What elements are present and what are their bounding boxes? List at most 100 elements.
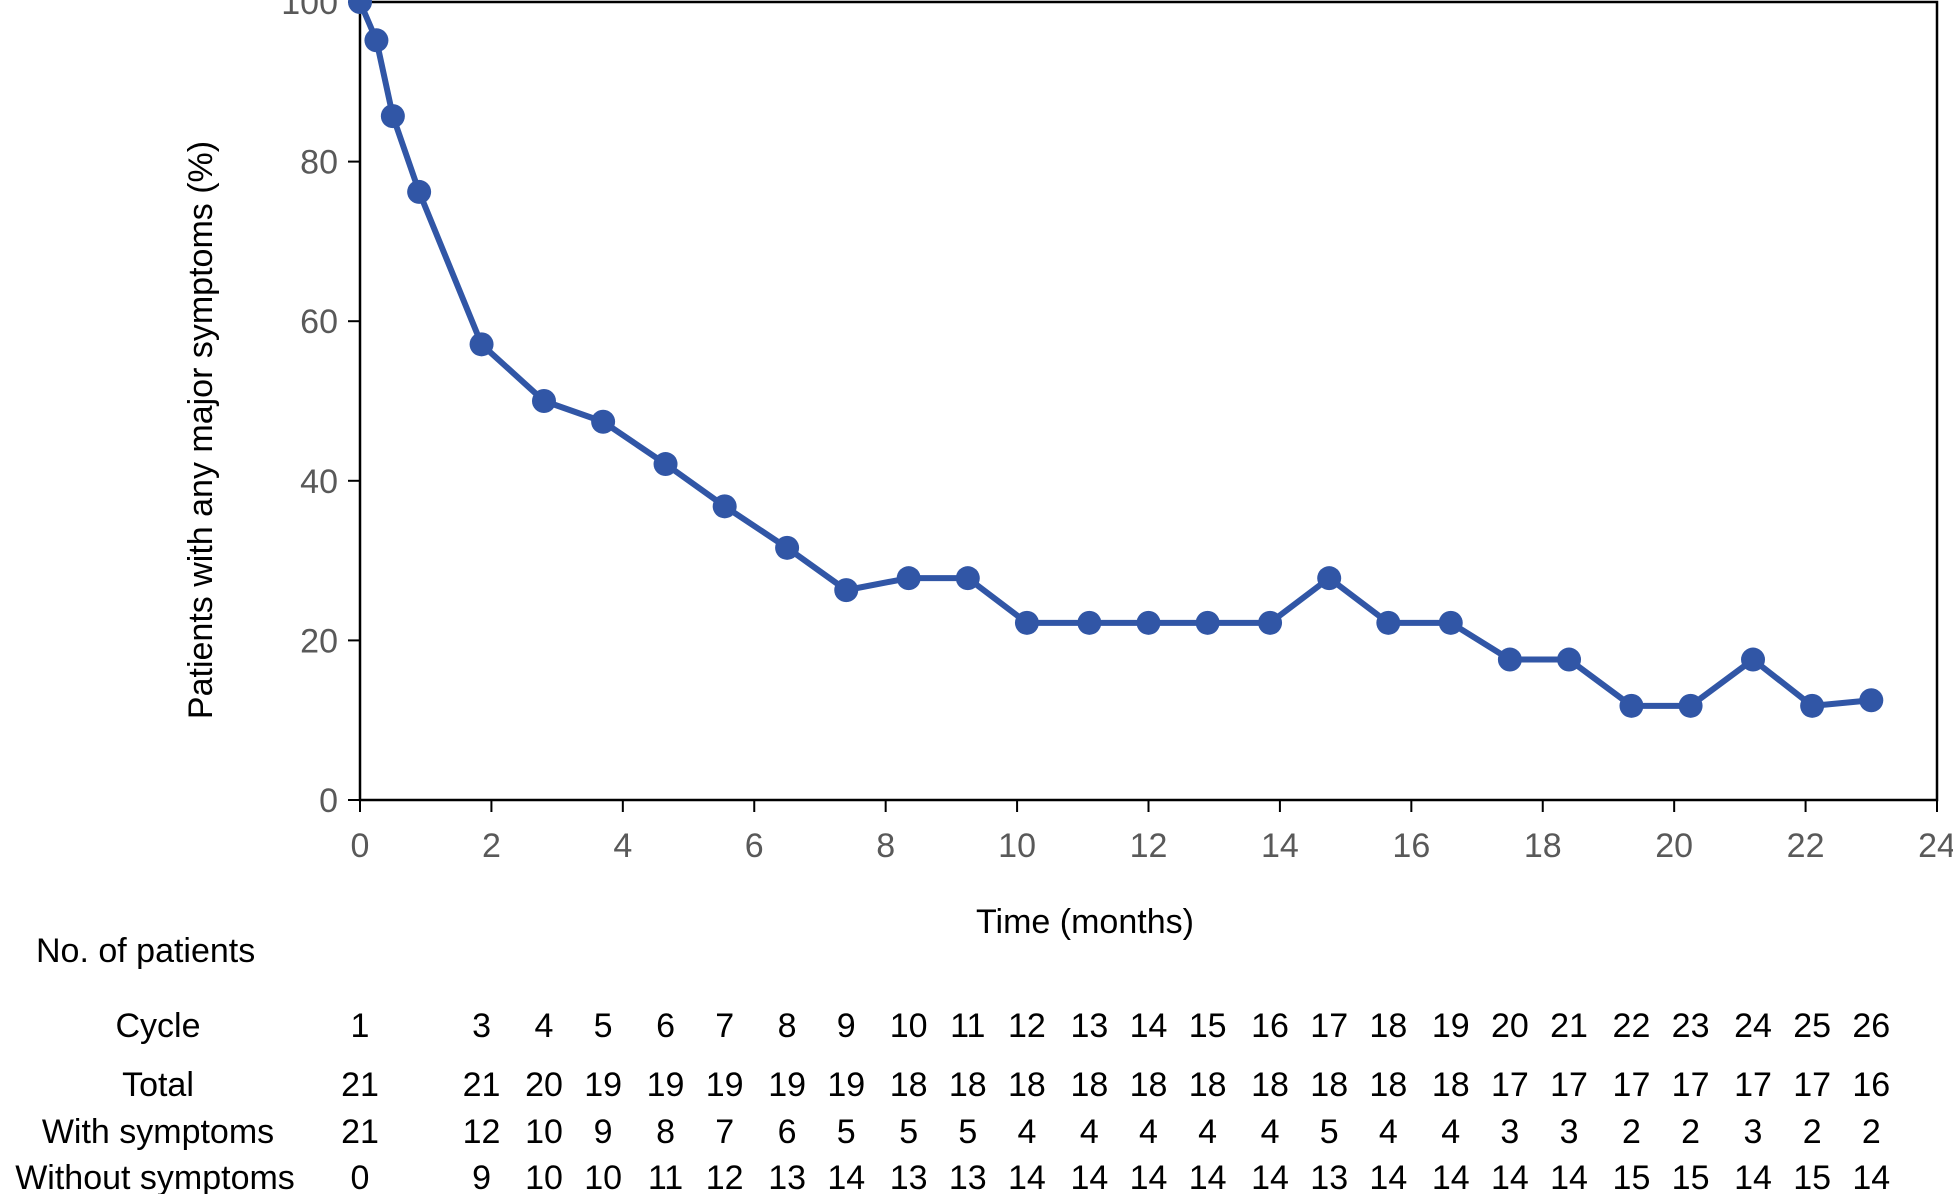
data-point <box>348 0 372 14</box>
risk-cell: 14 <box>1189 1159 1227 1194</box>
data-point <box>1800 693 1825 718</box>
risk-row-label: Total <box>122 1066 194 1104</box>
risk-row-label: Without symptoms <box>15 1159 295 1194</box>
x-tick-label: 14 <box>1261 827 1299 865</box>
risk-cell: 17 <box>1491 1066 1529 1104</box>
data-point <box>1678 693 1703 718</box>
risk-cell: 17 <box>1613 1066 1651 1104</box>
risk-cell: 4 <box>1139 1113 1158 1151</box>
data-point <box>1195 610 1220 635</box>
risk-cell: 14 <box>1369 1159 1407 1194</box>
y-tick-label: 20 <box>300 622 338 660</box>
risk-cell: 13 <box>1310 1159 1348 1194</box>
y-tick-label: 0 <box>319 782 338 820</box>
risk-cell: 18 <box>890 1066 928 1104</box>
risk-cell: 13 <box>1070 1007 1108 1045</box>
risk-cell: 8 <box>778 1007 797 1045</box>
risk-cell: 18 <box>1310 1066 1348 1104</box>
risk-cell: 17 <box>1550 1066 1588 1104</box>
x-tick-label: 0 <box>351 827 370 865</box>
risk-cell: 14 <box>1734 1159 1772 1194</box>
risk-cell: 21 <box>341 1113 379 1151</box>
risk-cell: 18 <box>1130 1066 1168 1104</box>
risk-cell: 10 <box>525 1159 563 1194</box>
risk-cell: 18 <box>1369 1066 1407 1104</box>
risk-cell: 21 <box>1550 1007 1588 1045</box>
y-tick-label: 40 <box>300 463 338 501</box>
risk-cell: 2 <box>1681 1113 1700 1151</box>
risk-cell: 4 <box>1261 1113 1280 1151</box>
risk-cell: 14 <box>1130 1159 1168 1194</box>
risk-cell: 15 <box>1189 1007 1227 1045</box>
y-tick-label: 60 <box>300 303 338 341</box>
data-point <box>407 179 432 204</box>
x-tick-label: 12 <box>1130 827 1168 865</box>
risk-cell: 5 <box>958 1113 977 1151</box>
data-point <box>1619 693 1644 718</box>
data-point <box>1136 610 1161 635</box>
risk-cell: 19 <box>1432 1007 1470 1045</box>
risk-cell: 6 <box>778 1113 797 1151</box>
risk-cell: 4 <box>1198 1113 1217 1151</box>
data-series <box>348 0 1884 718</box>
risk-table: Cycle 1 3 4 5 6 7 8 9 10 11 12 13 14 15 16 17 18 19 20 21 22 2… <box>15 1007 1890 1194</box>
risk-cell: 4 <box>1379 1113 1398 1151</box>
risk-cell: 18 <box>1432 1066 1470 1104</box>
risk-cell: 4 <box>535 1007 554 1045</box>
risk-cell: 14 <box>1008 1159 1046 1194</box>
x-tick-label: 18 <box>1524 827 1562 865</box>
x-tick-label: 4 <box>613 827 632 865</box>
data-point <box>364 28 389 53</box>
risk-cell: 11 <box>950 1007 985 1045</box>
x-axis-title: Time (months) <box>976 903 1194 941</box>
risk-cell: 13 <box>768 1159 806 1194</box>
data-point <box>1014 610 1039 635</box>
risk-cell: 9 <box>472 1159 491 1194</box>
risk-cell: 19 <box>584 1066 622 1104</box>
series-line <box>357 0 1872 709</box>
risk-cell: 9 <box>594 1113 613 1151</box>
x-tick-label: 20 <box>1655 827 1693 865</box>
risk-cell: 21 <box>341 1066 379 1104</box>
risk-cell: 15 <box>1613 1159 1651 1194</box>
risk-cell: 17 <box>1793 1066 1831 1104</box>
risk-cell: 13 <box>890 1159 928 1194</box>
risk-cell: 8 <box>656 1113 675 1151</box>
x-tick-label: 10 <box>998 827 1036 865</box>
risk-cell: 2 <box>1862 1113 1881 1151</box>
risk-cell: 12 <box>1008 1007 1046 1045</box>
risk-cell: 13 <box>949 1159 987 1194</box>
risk-cell: 14 <box>1491 1159 1529 1194</box>
data-point <box>469 332 494 357</box>
risk-cell: 17 <box>1734 1066 1772 1104</box>
data-point <box>1376 610 1401 635</box>
risk-cell: 19 <box>827 1066 865 1104</box>
risk-cell: 3 <box>472 1007 491 1045</box>
risk-cell: 1 <box>351 1007 370 1045</box>
risk-cell: 7 <box>715 1007 734 1045</box>
data-point <box>1741 647 1766 672</box>
data-point <box>1859 688 1884 713</box>
risk-cell: 23 <box>1672 1007 1710 1045</box>
risk-cell: 4 <box>1080 1113 1099 1151</box>
risk-cell: 12 <box>463 1113 501 1151</box>
data-point <box>1258 610 1283 635</box>
x-tick-label: 8 <box>876 827 895 865</box>
risk-cell: 10 <box>890 1007 928 1045</box>
risk-cell: 22 <box>1613 1007 1651 1045</box>
y-axis: 0 20 40 60 80 100 <box>281 0 360 820</box>
data-point <box>1317 566 1342 591</box>
risk-cell: 5 <box>1320 1113 1339 1151</box>
data-point <box>653 452 678 477</box>
risk-row-label: With symptoms <box>42 1113 274 1151</box>
risk-cell: 20 <box>1491 1007 1529 1045</box>
data-point <box>531 389 556 413</box>
risk-cell: 14 <box>1251 1159 1289 1194</box>
risk-cell: 5 <box>837 1113 856 1151</box>
risk-cell: 15 <box>1793 1159 1831 1194</box>
risk-cell: 21 <box>463 1066 501 1104</box>
risk-cell: 15 <box>1672 1159 1710 1194</box>
risk-cell: 7 <box>715 1113 734 1151</box>
risk-cell: 0 <box>351 1159 370 1194</box>
